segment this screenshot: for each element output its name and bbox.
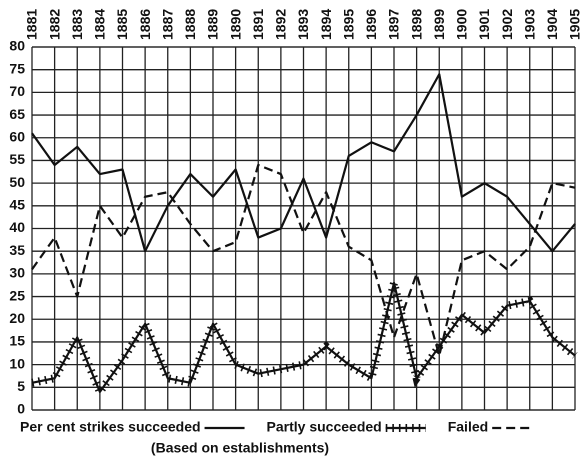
legend-label: Partly succeeded xyxy=(267,419,382,435)
y-tick-label: 35 xyxy=(9,242,25,258)
y-tick-label: 15 xyxy=(9,333,25,349)
x-tick-label: 1890 xyxy=(227,9,243,40)
x-tick-label: 1903 xyxy=(521,9,537,40)
y-tick-label: 10 xyxy=(9,355,25,371)
series-line xyxy=(31,73,576,253)
y-tick-label: 0 xyxy=(17,401,25,417)
y-tick-label: 40 xyxy=(9,219,25,235)
y-tick-label: 25 xyxy=(9,287,25,303)
y-tick-label: 45 xyxy=(9,197,25,213)
y-tick-label: 30 xyxy=(9,265,25,281)
y-tick-label: 80 xyxy=(9,38,25,54)
x-tick-label: 1889 xyxy=(205,9,221,40)
series-line xyxy=(31,281,576,393)
x-tick-label: 1891 xyxy=(250,9,266,40)
caption: (Based on establishments) xyxy=(151,440,329,456)
y-tick-label: 70 xyxy=(9,83,25,99)
x-tick-label: 1896 xyxy=(363,9,379,40)
series-line xyxy=(31,163,576,357)
x-tick-label: 1894 xyxy=(318,9,334,40)
x-tick-label: 1892 xyxy=(273,9,289,40)
x-tick-label: 1884 xyxy=(92,9,108,40)
x-tick-label: 1897 xyxy=(386,9,402,40)
legend-label: Failed xyxy=(448,419,488,435)
y-tick-label: 5 xyxy=(17,378,25,394)
x-tick-label: 1881 xyxy=(24,9,40,40)
x-tick-label: 1885 xyxy=(114,9,130,40)
x-tick-label: 1898 xyxy=(408,9,424,40)
x-tick-label: 1893 xyxy=(295,9,311,40)
x-tick-label: 1899 xyxy=(431,9,447,40)
x-tick-label: 1882 xyxy=(46,9,62,40)
x-tick-label: 1905 xyxy=(567,9,582,40)
x-tick-label: 1904 xyxy=(544,9,560,40)
x-tick-label: 1888 xyxy=(182,9,198,40)
y-tick-label: 65 xyxy=(9,106,25,122)
x-tick-label: 1895 xyxy=(340,9,356,40)
x-tick-label: 1886 xyxy=(137,9,153,40)
y-tick-label: 75 xyxy=(9,60,25,76)
x-tick-label: 1883 xyxy=(69,9,85,40)
y-tick-label: 20 xyxy=(9,310,25,326)
x-tick-label: 1902 xyxy=(499,9,515,40)
y-tick-label: 50 xyxy=(9,174,25,190)
legend-label: Per cent strikes succeeded xyxy=(20,419,201,435)
y-tick-label: 55 xyxy=(9,151,25,167)
x-tick-label: 1900 xyxy=(454,9,470,40)
x-tick-label: 1901 xyxy=(476,9,492,40)
y-tick-label: 60 xyxy=(9,128,25,144)
x-tick-label: 1887 xyxy=(159,9,175,40)
